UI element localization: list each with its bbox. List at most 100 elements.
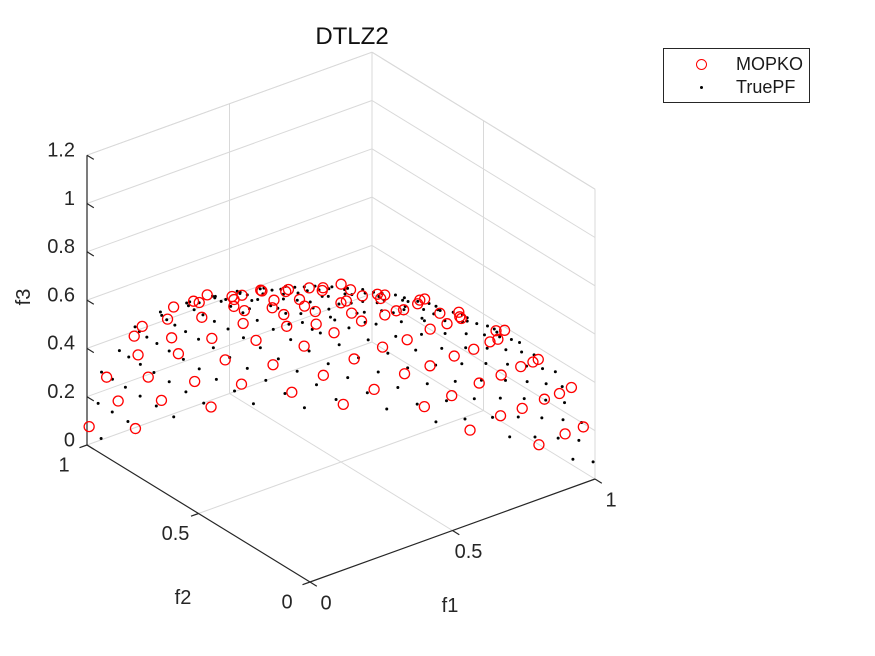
- truepf-data-point: [327, 307, 331, 311]
- truepf-data-point: [366, 338, 370, 342]
- tick-label: 0.6: [47, 284, 75, 306]
- truepf-data-point: [508, 435, 512, 439]
- truepf-data-point: [299, 312, 303, 316]
- truepf-data-point: [154, 404, 158, 408]
- mopko-data-point: [337, 398, 349, 411]
- grid-line: [371, 51, 596, 190]
- truepf-data-point: [520, 350, 524, 354]
- truepf-data-point: [504, 348, 508, 352]
- truepf-data-point: [419, 332, 423, 336]
- truepf-data-point: [197, 337, 201, 341]
- mopko-data-point: [490, 325, 502, 337]
- grid-line: [86, 51, 373, 156]
- truepf-data-point: [155, 342, 159, 346]
- truepf-data-point: [211, 346, 215, 350]
- mopko-data-point: [280, 285, 292, 298]
- axes-lines: [79, 154, 603, 587]
- mopko-data-point: [559, 428, 571, 440]
- truepf-data-point: [181, 357, 185, 361]
- truepf-data-point: [553, 370, 557, 374]
- mopko-data-point: [455, 312, 467, 325]
- truepf-data-point: [416, 299, 420, 303]
- truepf-data-point: [491, 415, 495, 419]
- truepf-data-point: [241, 311, 245, 315]
- mopko-data-point: [344, 284, 357, 296]
- mopko-data-point: [468, 343, 480, 355]
- truepf-data-point: [172, 415, 176, 419]
- truepf-data-point: [258, 287, 262, 291]
- truepf-data-point: [238, 291, 242, 295]
- truepf-data-point: [281, 297, 285, 301]
- truepf-dot-marker-icon: [688, 85, 714, 89]
- truepf-data-point: [337, 343, 341, 347]
- truepf-data-point: [346, 286, 350, 290]
- mopko-data-point: [375, 292, 387, 305]
- truepf-data-point: [503, 378, 507, 382]
- z-tick-mark: [86, 154, 95, 160]
- truepf-data-point: [328, 315, 332, 319]
- truepf-data-point: [434, 304, 438, 308]
- mopko-data-point: [309, 305, 321, 318]
- truepf-data-point: [271, 327, 275, 331]
- plot-title: DTLZ2: [315, 23, 388, 50]
- truepf-data-point: [307, 349, 311, 353]
- mopko-data-point: [293, 293, 306, 306]
- mopko-data-point: [398, 368, 411, 380]
- truepf-data-point: [402, 308, 406, 312]
- z-tick-mark: [86, 202, 95, 209]
- truepf-data-point: [197, 367, 201, 371]
- truepf-data-point: [264, 378, 268, 382]
- truepf-data-point: [556, 436, 560, 440]
- truepf-data-point: [133, 325, 137, 329]
- truepf-data-point: [444, 399, 448, 403]
- truepf-data-point: [464, 346, 468, 350]
- mopko-data-point: [448, 350, 460, 362]
- mopko-data-point: [167, 301, 180, 313]
- mopko-data-point: [577, 421, 589, 433]
- mopko-data-point: [494, 410, 507, 422]
- truepf-data-point: [138, 394, 142, 398]
- truepf-data-point: [385, 407, 389, 411]
- truepf-data-point: [302, 406, 306, 410]
- truepf-data-point: [276, 357, 280, 361]
- truepf-data-point: [192, 308, 196, 312]
- truepf-data-point: [255, 318, 259, 322]
- mopko-data-point: [454, 311, 466, 323]
- mopko-data-point: [484, 336, 496, 348]
- truepf-data-point: [365, 391, 369, 395]
- truepf-data-point: [591, 460, 595, 464]
- truepf-data-point: [138, 362, 142, 366]
- mopko-data-point: [414, 294, 426, 306]
- truepf-data-point: [287, 322, 291, 326]
- tick-label: 0: [64, 429, 75, 451]
- tick-label: 0.2: [47, 381, 75, 403]
- mopko-data-point: [515, 360, 527, 373]
- truepf-data-point: [495, 330, 499, 334]
- mopko-data-point: [132, 349, 144, 361]
- truepf-data-point: [337, 302, 341, 306]
- mopko-data-point: [128, 330, 140, 342]
- truepf-data-point: [374, 322, 378, 326]
- truepf-data-point: [293, 285, 297, 289]
- mopko-data-point: [303, 282, 315, 294]
- truepf-data-point: [440, 346, 444, 350]
- truepf-data-point: [509, 338, 513, 342]
- truepf-data-point: [561, 418, 565, 422]
- truepf-data-point: [571, 457, 575, 461]
- mopko-circle-marker-icon: [688, 58, 714, 70]
- truepf-data-point: [314, 383, 318, 387]
- truepf-data-point: [229, 304, 233, 308]
- truepf-data-point: [460, 362, 464, 366]
- mopko-data-point: [281, 320, 293, 332]
- tick-labels: 0 0.5 1 0 0.5 1 0 0.2 0.4 0.6 0.8 1 1.2: [47, 139, 616, 614]
- mopko-data-point: [310, 318, 322, 330]
- mopko-data-point: [161, 313, 174, 325]
- mopko-data-point: [553, 387, 566, 400]
- mopko-data-point: [317, 369, 330, 381]
- truepf-data-point: [202, 401, 206, 405]
- mopko-data-point: [205, 401, 217, 413]
- truepf-data-point: [212, 319, 216, 323]
- mopko-data-point: [424, 360, 436, 372]
- truepf-data-point: [577, 438, 581, 442]
